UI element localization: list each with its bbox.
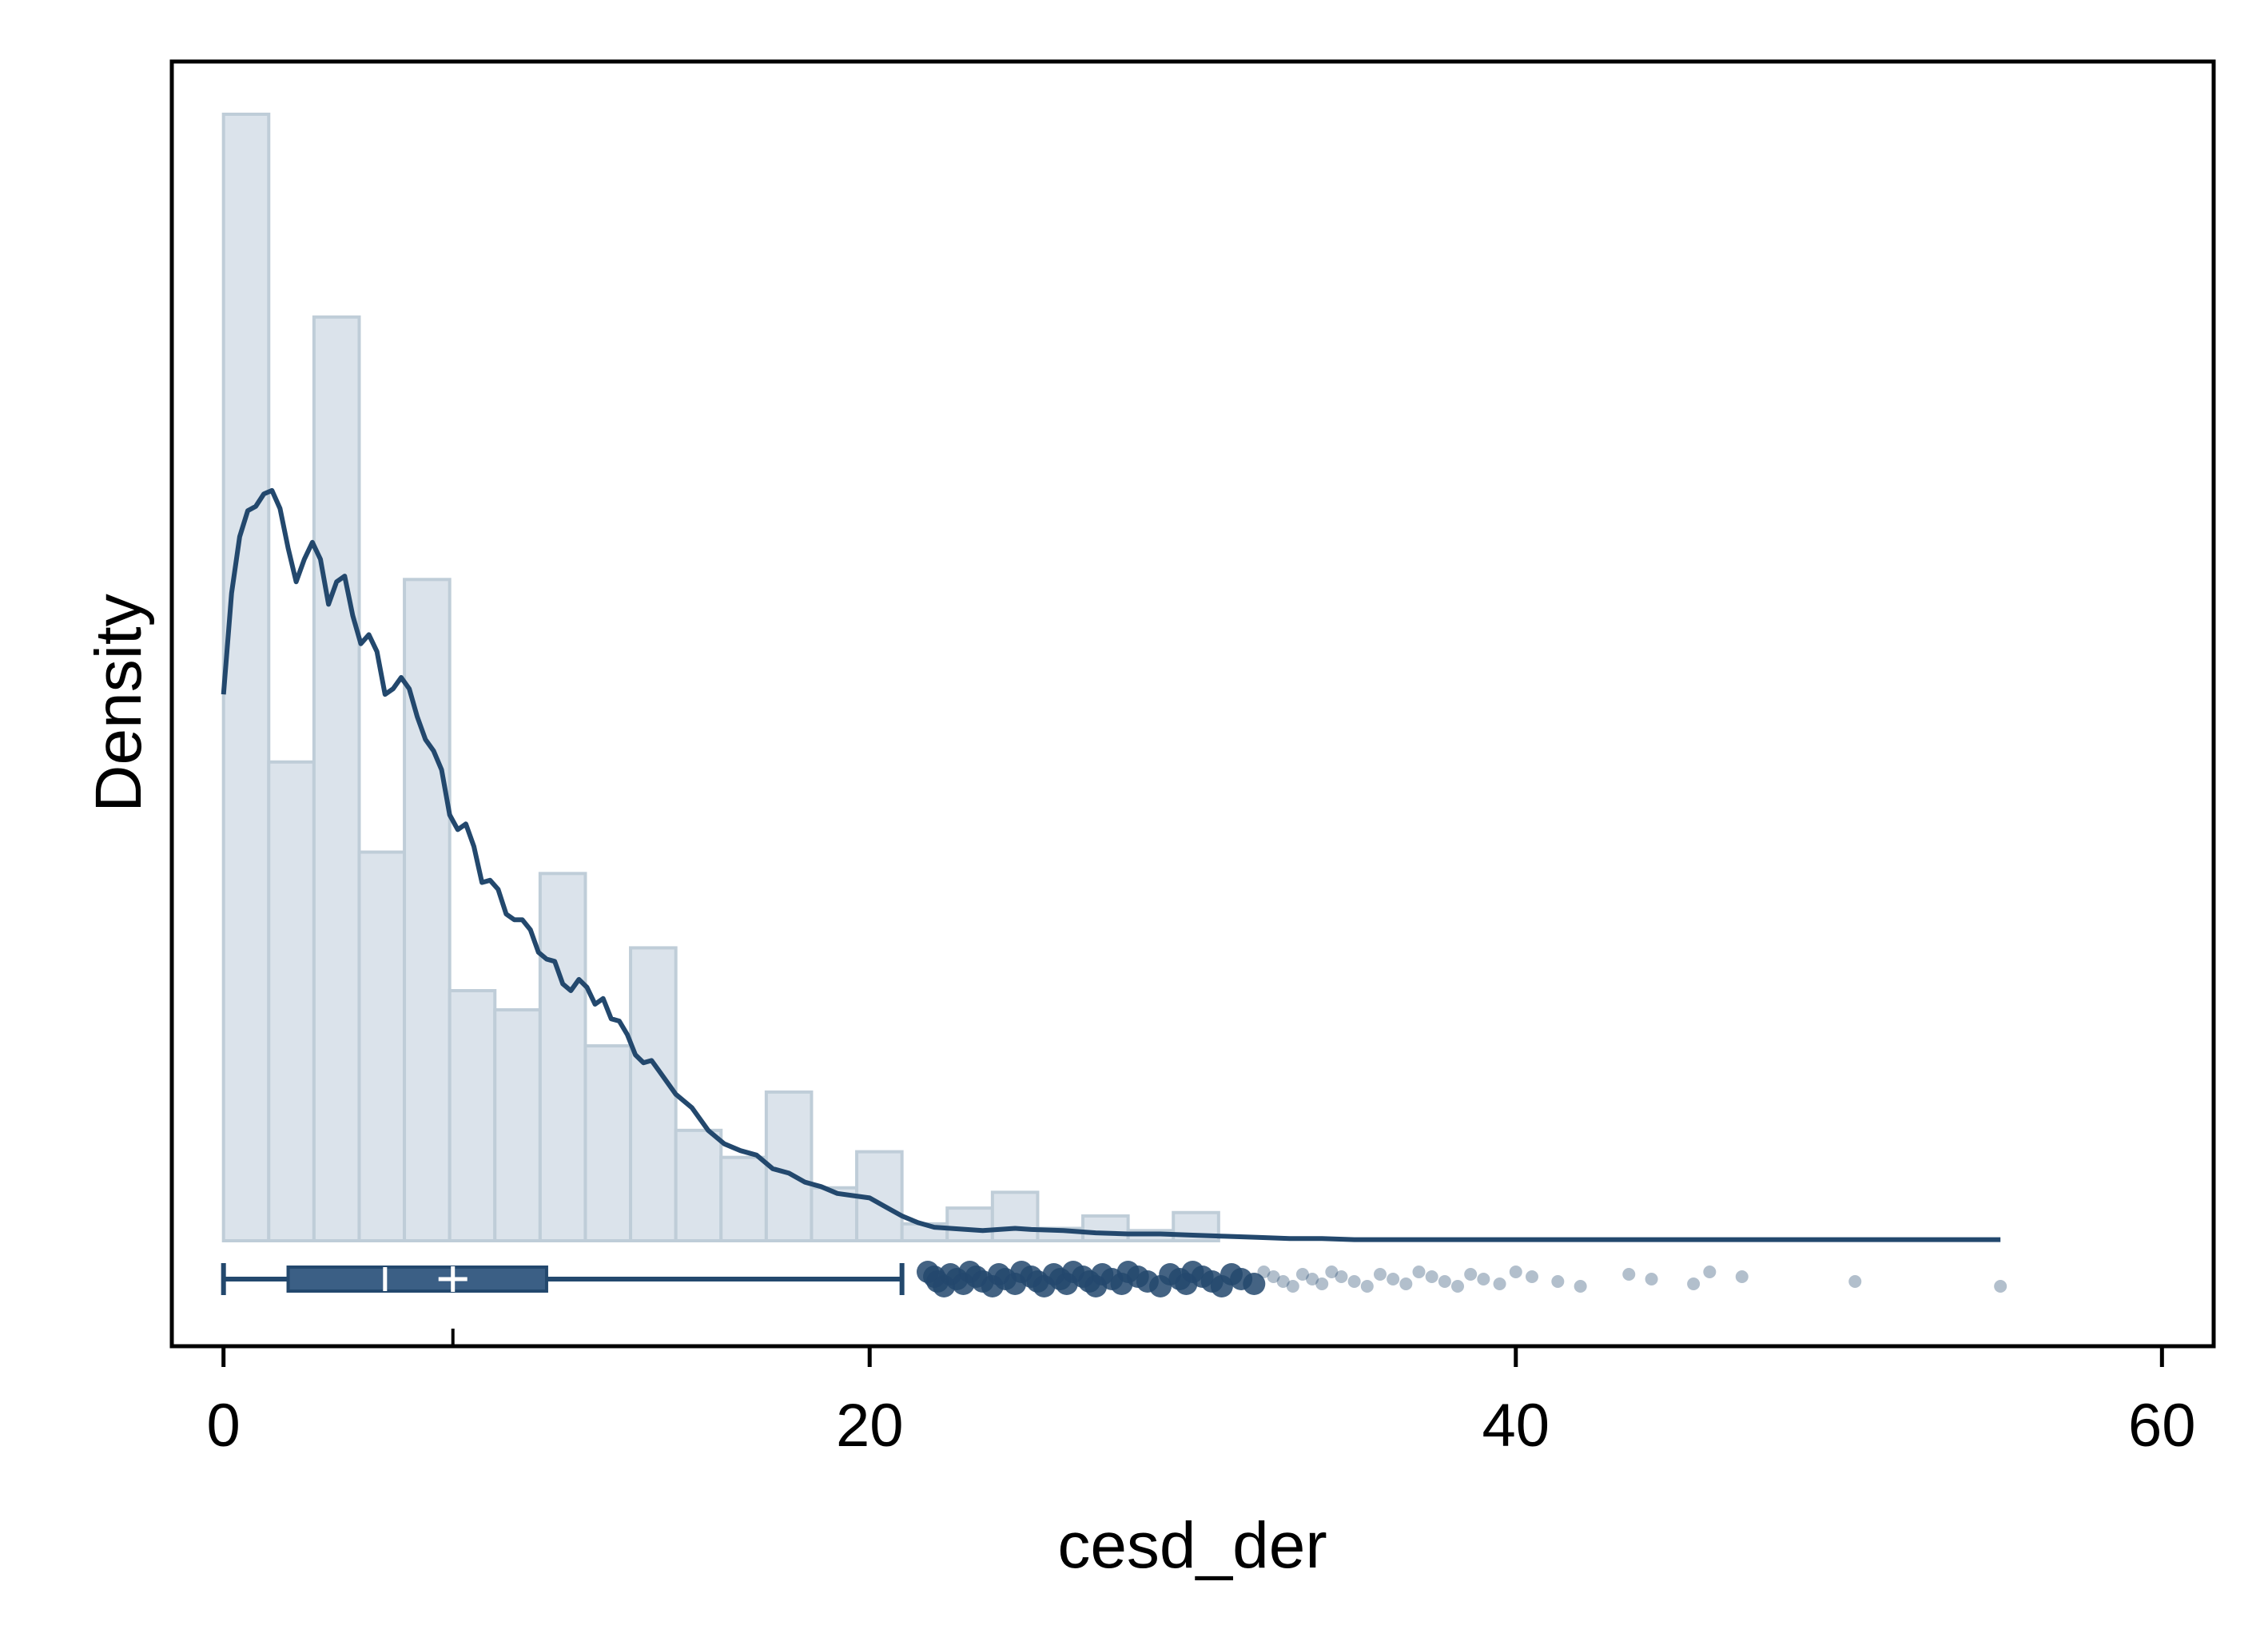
histogram-bars [221,113,1220,1243]
outlier-point [1645,1273,1658,1285]
histogram-bar [267,760,316,1242]
histogram-bar [493,1007,542,1242]
histogram-bar [719,1155,768,1243]
outlier-points [916,1261,2007,1297]
outlier-point [1243,1273,1266,1295]
histogram-bar [312,315,361,1242]
x-tick-label: 0 [207,1392,241,1460]
outlier-point [1399,1277,1413,1290]
outlier-point [1477,1273,1490,1285]
outlier-point [1295,1268,1309,1281]
outlier-point [1509,1266,1522,1278]
histogram-bar [1081,1214,1130,1242]
outlier-point [1493,1277,1506,1290]
outlier-point [1994,1280,2007,1293]
x-axis-title: cesd_der [1057,1509,1327,1582]
x-tick-label: 60 [2128,1392,2196,1460]
outlier-point [1286,1280,1299,1293]
x-tick-label: 20 [836,1392,904,1460]
histogram-bar [629,946,678,1243]
histogram-bar [990,1190,1040,1242]
outlier-point [1347,1275,1361,1288]
histogram-bar [945,1206,994,1242]
histogram-bar [674,1128,723,1242]
outlier-point [1325,1266,1339,1278]
outlier-point [1412,1266,1426,1278]
outlier-point [1335,1270,1348,1283]
boxplot-box [286,1266,548,1293]
outlier-point [1525,1270,1538,1283]
histogram-bar [357,850,407,1243]
outlier-point [1360,1280,1374,1293]
outlier-point [1387,1273,1400,1285]
histogram-bar [403,578,452,1242]
outlier-point [1622,1268,1636,1281]
plot-frame [169,59,2216,1349]
density-curve [221,487,2001,1242]
outlier-point [1267,1270,1280,1283]
y-axis-title: Density [82,594,155,812]
outlier-point [1373,1268,1387,1281]
x-tick-label: 40 [1482,1392,1550,1460]
histogram-bar [221,113,271,1242]
outlier-point [1735,1270,1749,1283]
outlier-point [1315,1277,1329,1290]
outlier-point [1687,1277,1701,1290]
outlier-point [1438,1275,1451,1288]
outlier-point [1574,1280,1587,1293]
outlier-point [1551,1275,1565,1288]
outlier-point [1848,1275,1862,1288]
outlier-point [1276,1275,1290,1288]
boxplot [221,1263,905,1346]
x-axis: 0 20 40 60 [207,1346,2196,1460]
histogram-bar [538,872,587,1242]
outlier-point [1425,1270,1438,1283]
outlier-point [1257,1266,1271,1278]
outlier-point [1306,1273,1319,1285]
histogram-bar [583,1044,633,1242]
histogram-bar [448,988,497,1242]
outlier-point [1703,1266,1717,1278]
outlier-point [1451,1280,1465,1293]
outlier-point [1464,1268,1478,1281]
